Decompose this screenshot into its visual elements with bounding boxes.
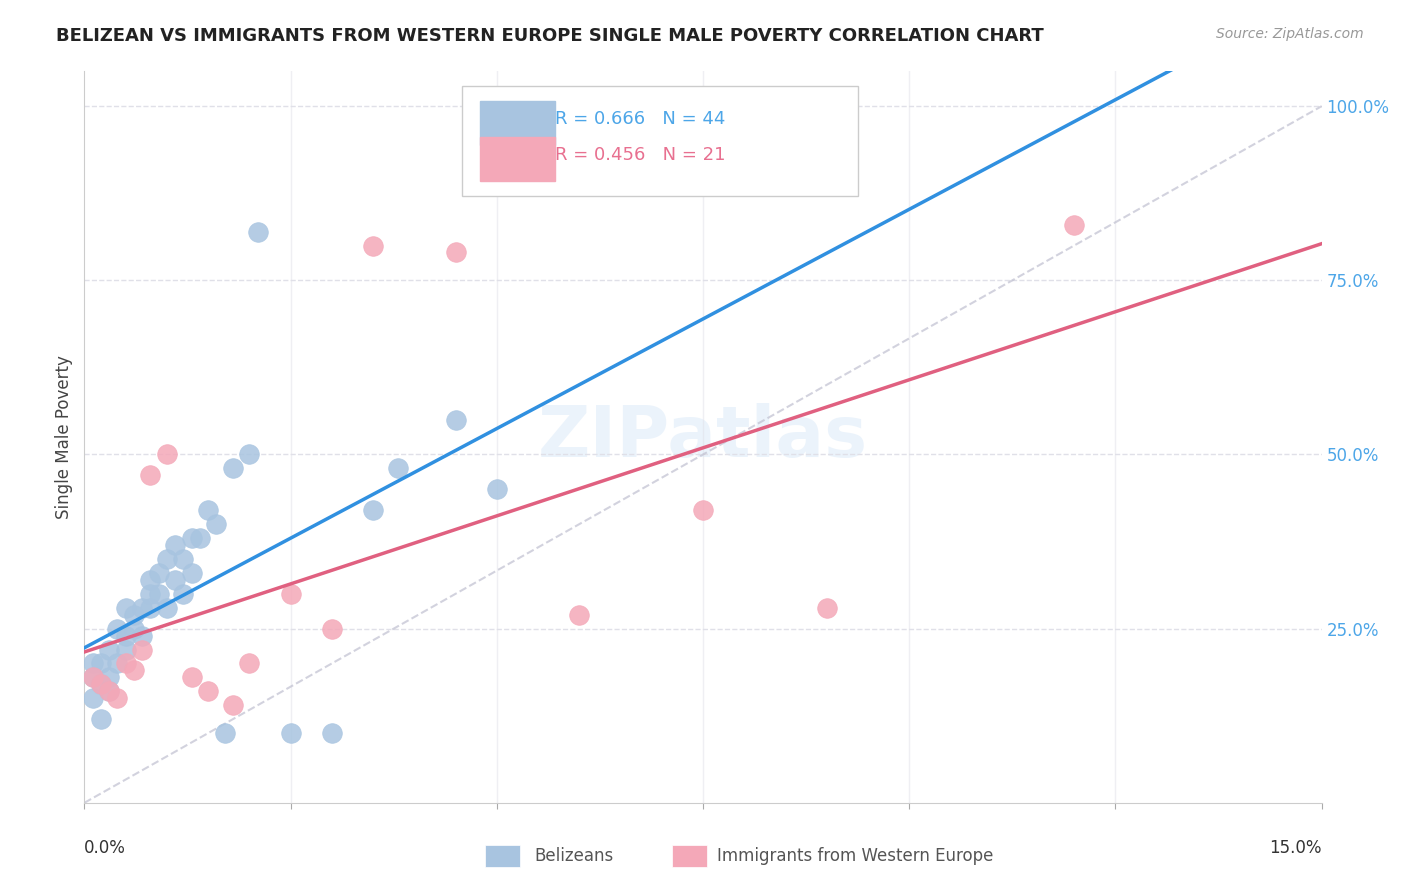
Point xyxy=(197,684,219,698)
Point xyxy=(180,670,202,684)
Point xyxy=(105,622,128,636)
Point xyxy=(444,412,467,426)
Text: BELIZEAN VS IMMIGRANTS FROM WESTERN EUROPE SINGLE MALE POVERTY CORRELATION CHART: BELIZEAN VS IMMIGRANTS FROM WESTERN EURO… xyxy=(56,27,1045,45)
Point xyxy=(148,587,170,601)
Point xyxy=(105,657,128,671)
Point xyxy=(205,517,228,532)
Point xyxy=(82,691,104,706)
Point xyxy=(165,573,187,587)
FancyBboxPatch shape xyxy=(481,137,554,181)
Point xyxy=(280,587,302,601)
Point xyxy=(98,642,121,657)
Point xyxy=(172,587,194,601)
Point xyxy=(180,566,202,580)
Point xyxy=(90,677,112,691)
Point xyxy=(238,657,260,671)
Point xyxy=(222,461,245,475)
Y-axis label: Single Male Poverty: Single Male Poverty xyxy=(55,355,73,519)
Point xyxy=(214,726,236,740)
Point xyxy=(139,468,162,483)
Point xyxy=(98,670,121,684)
Point xyxy=(139,600,162,615)
Point xyxy=(139,587,162,601)
Point xyxy=(139,573,162,587)
Point xyxy=(568,607,591,622)
Point xyxy=(114,657,136,671)
Point xyxy=(156,448,179,462)
Point xyxy=(321,622,343,636)
Text: Belizeans: Belizeans xyxy=(534,847,613,865)
Point xyxy=(361,503,384,517)
Point xyxy=(131,642,153,657)
Point xyxy=(246,225,269,239)
Text: 15.0%: 15.0% xyxy=(1270,839,1322,857)
Text: R = 0.456   N = 21: R = 0.456 N = 21 xyxy=(554,146,725,164)
Point xyxy=(361,238,384,252)
Point xyxy=(148,566,170,580)
Point xyxy=(180,531,202,545)
Point xyxy=(82,670,104,684)
Point xyxy=(238,448,260,462)
Point xyxy=(90,677,112,691)
Point xyxy=(122,664,145,678)
Point xyxy=(1063,218,1085,232)
Text: ZIPatlas: ZIPatlas xyxy=(538,402,868,472)
Point xyxy=(122,607,145,622)
Text: Immigrants from Western Europe: Immigrants from Western Europe xyxy=(717,847,994,865)
FancyBboxPatch shape xyxy=(481,101,554,145)
Point xyxy=(165,538,187,552)
Point xyxy=(131,600,153,615)
Point xyxy=(90,657,112,671)
Point xyxy=(321,726,343,740)
Text: Source: ZipAtlas.com: Source: ZipAtlas.com xyxy=(1216,27,1364,41)
Point xyxy=(114,642,136,657)
Point xyxy=(156,600,179,615)
Point xyxy=(114,600,136,615)
Point xyxy=(172,552,194,566)
Point xyxy=(90,712,112,726)
Point xyxy=(485,483,508,497)
Point xyxy=(114,629,136,643)
Point xyxy=(692,503,714,517)
FancyBboxPatch shape xyxy=(461,86,858,195)
Point xyxy=(815,600,838,615)
Point xyxy=(122,622,145,636)
Point xyxy=(82,670,104,684)
Point xyxy=(105,691,128,706)
Text: R = 0.666   N = 44: R = 0.666 N = 44 xyxy=(554,110,725,128)
Point xyxy=(197,503,219,517)
Point xyxy=(131,629,153,643)
Point xyxy=(98,684,121,698)
Point xyxy=(280,726,302,740)
Point xyxy=(98,684,121,698)
Point xyxy=(222,698,245,713)
Point xyxy=(444,245,467,260)
Point xyxy=(156,552,179,566)
Point xyxy=(387,461,409,475)
Text: 0.0%: 0.0% xyxy=(84,839,127,857)
Point xyxy=(82,657,104,671)
Point xyxy=(188,531,211,545)
